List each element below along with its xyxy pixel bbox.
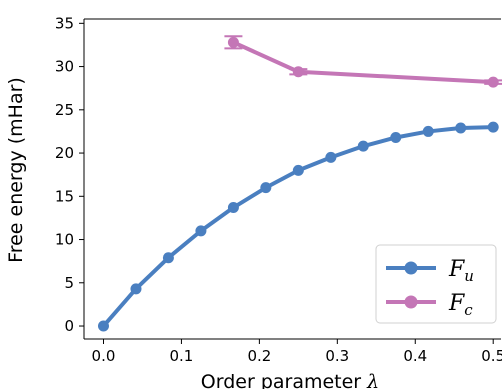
y-tick-label: 0 [64,317,74,335]
legend-label: Fc [448,291,473,319]
data-point [487,76,499,88]
x-tick-label: 0.0 [92,347,116,365]
data-point [162,252,174,264]
legend-label-main: F [448,257,465,282]
plot-axes [83,18,501,340]
data-point [292,164,304,176]
x-ticks: 0.0 0.1 0.2 0.3 0.4 0.5 [92,339,502,365]
data-point [260,182,272,194]
series-line [232,40,494,85]
y-ticks: 0 5 10 15 20 25 30 35 [55,14,84,335]
y-tick-label: 30 [55,58,74,76]
x-axis-label-symbol: λ [366,371,379,389]
data-point [97,320,109,332]
data-point [455,122,467,134]
y-tick-label: 35 [55,14,74,32]
data-point [357,140,369,152]
series-u [97,121,499,332]
data-point [227,36,239,48]
plot-area [97,35,502,332]
y-tick-label: 25 [55,101,74,119]
legend-box [375,244,497,324]
x-tick-label: 0.3 [325,347,349,365]
x-tick-label: 0.5 [481,347,502,365]
data-point [487,121,499,133]
data-point [422,125,434,137]
data-point [195,225,207,237]
x-tick-label: 0.1 [170,347,194,365]
legend-label-subscript: c [464,301,473,319]
legend-label-main: F [448,291,465,316]
x-axis-label-text: Order parameter [201,371,362,389]
y-tick-label: 10 [55,231,74,249]
legend-marker [404,295,418,309]
series-c [224,35,502,88]
x-tick-label: 0.2 [247,347,271,365]
legend-label-subscript: u [464,267,474,285]
y-tick-label: 20 [55,144,74,162]
x-tick-label: 0.4 [403,347,427,365]
data-point [292,66,304,78]
data-point [390,131,402,143]
legend-label: Fu [448,257,474,285]
data-point [227,202,239,214]
x-axis-label: Order parameter λ [201,371,379,389]
y-tick-label: 15 [55,187,74,205]
data-point [325,151,337,163]
y-tick-label: 5 [64,274,74,292]
data-point [130,283,142,295]
y-axis-label: Free energy (mHar) [5,77,27,263]
legend-marker [404,261,418,275]
